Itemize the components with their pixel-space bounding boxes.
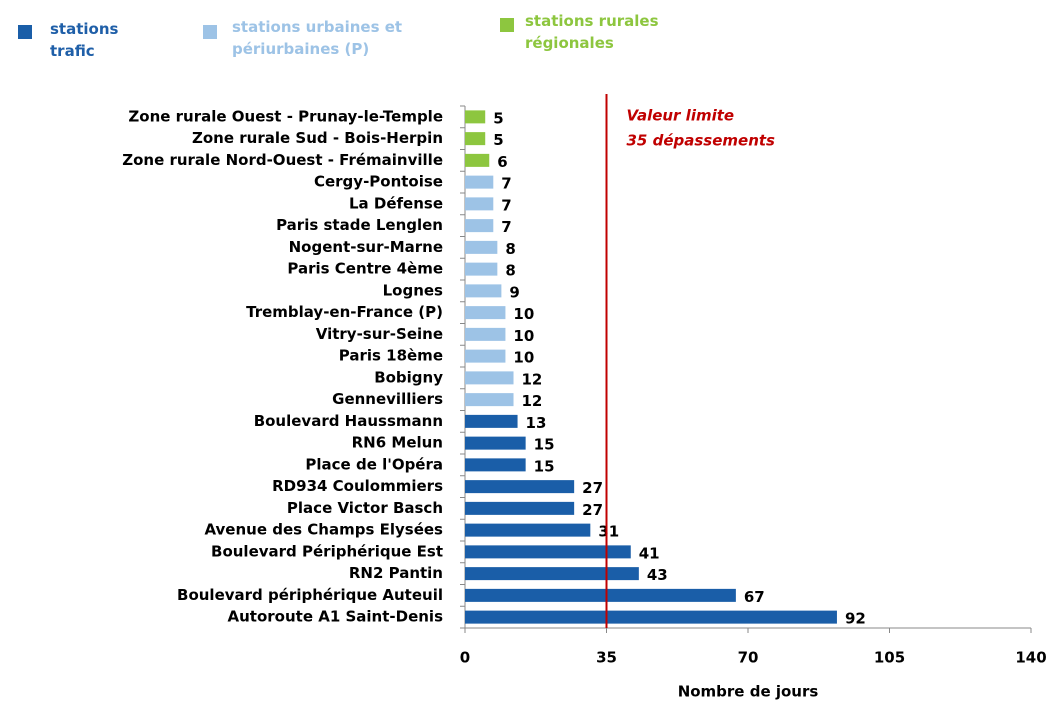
value-label: 10: [513, 305, 534, 323]
legend-swatch: [500, 18, 514, 32]
bar: [465, 371, 514, 385]
category-label: Lognes: [383, 281, 443, 299]
value-label: 5: [493, 131, 503, 149]
bar: [465, 414, 518, 428]
category-label: Bobigny: [374, 368, 443, 386]
category-label: Autoroute A1 Saint-Denis: [228, 608, 444, 626]
value-label: 12: [522, 370, 543, 388]
reference-label: Valeur limite: [627, 107, 735, 125]
bar: [465, 284, 502, 298]
reference-label: 35 dépassements: [627, 132, 776, 150]
value-label: 13: [526, 414, 547, 432]
value-label: 5: [493, 109, 503, 127]
x-tick-label: 105: [874, 649, 905, 667]
category-label: Zone rurale Sud - Bois-Herpin: [192, 129, 443, 147]
legend-label: stations trafic: [50, 20, 119, 60]
bar: [465, 197, 494, 211]
value-label: 12: [522, 392, 543, 410]
value-label: 92: [845, 610, 866, 628]
value-label: 10: [513, 327, 534, 345]
bar: [465, 610, 837, 624]
bar: [465, 523, 591, 537]
category-label: Boulevard Périphérique Est: [211, 542, 443, 560]
x-tick-label: 0: [460, 649, 470, 667]
category-label: Boulevard périphérique Auteuil: [177, 586, 443, 604]
category-label: La Défense: [349, 194, 443, 212]
bar: [465, 175, 494, 189]
x-tick-label: 140: [1015, 649, 1046, 667]
value-label: 27: [582, 501, 603, 519]
value-label: 10: [513, 349, 534, 367]
category-label: Nogent-sur-Marne: [289, 238, 443, 256]
category-label: Tremblay-en-France (P): [246, 303, 443, 321]
value-label: 8: [505, 262, 515, 280]
value-label: 9: [509, 283, 519, 301]
value-label: 7: [501, 218, 511, 236]
x-tick-label: 70: [738, 649, 759, 667]
value-label: 7: [501, 196, 511, 214]
value-label: 8: [505, 240, 515, 258]
category-label: Avenue des Champs Elysées: [204, 521, 443, 539]
value-label: 31: [598, 523, 619, 541]
category-label: RD934 Coulommiers: [272, 477, 443, 495]
category-label: Place Victor Basch: [287, 499, 443, 517]
category-label: Place de l'Opéra: [305, 455, 443, 473]
legend-swatch: [203, 25, 217, 39]
category-label: RN2 Pantin: [349, 564, 443, 582]
value-label: 7: [501, 175, 511, 193]
category-label: Paris 18ème: [339, 347, 443, 365]
bar: [465, 153, 490, 167]
bar: [465, 436, 526, 450]
value-label: 67: [744, 588, 765, 606]
x-axis-label: Nombre de jours: [678, 683, 819, 701]
bar: [465, 132, 486, 146]
x-tick-label: 35: [596, 649, 617, 667]
value-label: 41: [639, 544, 660, 562]
value-label: 15: [534, 457, 555, 475]
value-label: 43: [647, 566, 668, 584]
category-label: Vitry-sur-Seine: [316, 325, 443, 343]
bar: [465, 480, 575, 494]
category-label: Boulevard Haussmann: [254, 412, 443, 430]
value-label: 15: [534, 436, 555, 454]
category-label: Paris Centre 4ème: [287, 260, 443, 278]
bar: [465, 501, 575, 515]
category-label: RN6 Melun: [352, 434, 443, 452]
bar: [465, 567, 639, 581]
bar: [465, 110, 486, 124]
legend-label: stations urbaines et périurbaines (P): [232, 18, 403, 58]
bar: [465, 262, 498, 276]
bar: [465, 240, 498, 254]
bar: [465, 458, 526, 472]
category-label: Gennevilliers: [332, 390, 443, 408]
bar: [465, 393, 514, 407]
category-label: Cergy-Pontoise: [314, 173, 443, 191]
bar: [465, 306, 506, 320]
bar: [465, 349, 506, 363]
value-label: 6: [497, 153, 507, 171]
category-label: Zone rurale Nord-Ouest - Frémainville: [122, 151, 443, 169]
value-label: 27: [582, 479, 603, 497]
bar: [465, 327, 506, 341]
bar: [465, 588, 736, 602]
legend-label: stations rurales régionales: [525, 12, 659, 52]
bar: [465, 219, 494, 233]
legend-swatch: [18, 25, 32, 39]
category-label: Zone rurale Ouest - Prunay-le-Temple: [128, 107, 443, 125]
category-label: Paris stade Lenglen: [276, 216, 443, 234]
bar: [465, 545, 631, 559]
